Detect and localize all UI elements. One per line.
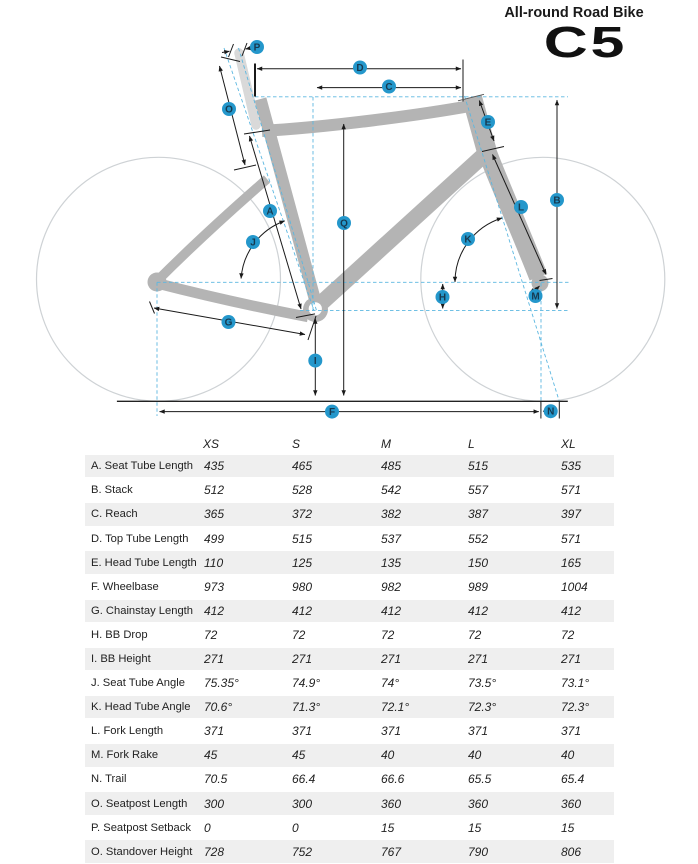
svg-text:L: L — [518, 203, 524, 214]
svg-text:A: A — [266, 207, 273, 218]
svg-text:C: C — [385, 82, 392, 93]
svg-text:N: N — [547, 407, 554, 418]
svg-text:K: K — [464, 235, 472, 246]
svg-text:H: H — [439, 293, 446, 304]
svg-text:I: I — [314, 356, 317, 367]
svg-text:J: J — [250, 238, 256, 249]
svg-text:E: E — [485, 118, 492, 129]
svg-text:D: D — [356, 63, 363, 74]
svg-text:Q: Q — [340, 219, 348, 230]
svg-text:O: O — [225, 105, 233, 116]
svg-text:M: M — [531, 292, 539, 303]
svg-text:P: P — [254, 43, 261, 54]
svg-text:G: G — [225, 318, 233, 329]
svg-text:B: B — [553, 196, 560, 207]
svg-text:F: F — [329, 407, 335, 418]
